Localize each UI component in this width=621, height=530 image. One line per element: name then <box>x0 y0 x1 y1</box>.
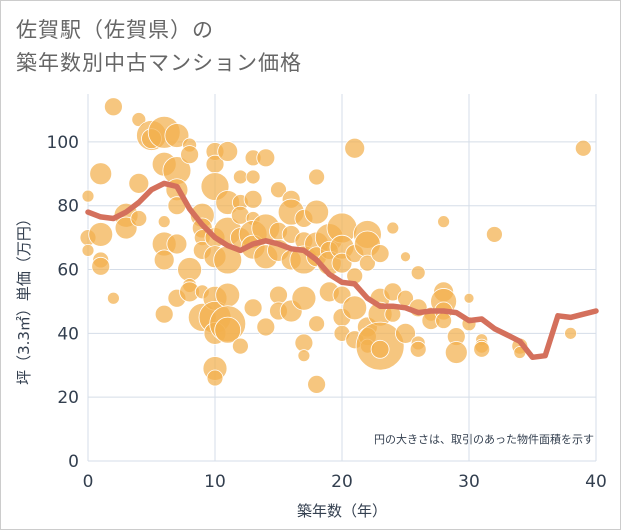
bubble-point <box>154 304 174 324</box>
bubble-point <box>217 141 239 162</box>
bubble-point <box>245 169 261 185</box>
bubble-point <box>435 312 453 329</box>
bubble-point <box>370 244 390 263</box>
bubble-point <box>307 375 327 394</box>
bubble-point <box>243 298 263 318</box>
bubble-point <box>81 189 95 203</box>
bubble-point <box>180 145 200 165</box>
chart-title-line2: 築年数別中古マンション価格 <box>16 51 302 75</box>
bubble-point <box>463 292 475 304</box>
bubble-point <box>81 243 95 257</box>
bubble-point <box>131 112 147 127</box>
chart-title: 佐賀駅（佐賀県）の 築年数別中古マンション価格 <box>16 14 302 80</box>
bubble-point <box>130 210 148 227</box>
bubble-point <box>88 222 114 247</box>
bubble-point <box>344 137 366 159</box>
y-tick-label: 80 <box>57 197 79 217</box>
bubble-point <box>256 317 276 337</box>
y-tick-label: 60 <box>57 261 79 281</box>
y-tick-label: 100 <box>47 133 79 153</box>
bubble-point <box>358 254 376 272</box>
average-price-line <box>85 180 599 361</box>
y-axis-title: 坪（3.3㎡）単価（万円） <box>15 211 33 385</box>
x-axis-ticks: 0 10 20 30 40 <box>83 472 607 492</box>
y-tick-label: 40 <box>57 324 79 344</box>
bubble-point <box>297 349 311 363</box>
bubble-point <box>269 285 288 305</box>
bubble-point <box>308 168 326 186</box>
bubble-point <box>342 295 368 321</box>
bubble-point <box>291 285 317 311</box>
bubble-point <box>485 226 503 243</box>
bubble-point <box>409 340 427 358</box>
bubble-point <box>574 139 592 157</box>
bubble-point <box>243 189 263 209</box>
bubble-point <box>89 162 113 186</box>
x-tick-label: 40 <box>585 472 607 492</box>
bubble-point <box>294 333 314 353</box>
bubble-point <box>107 291 120 305</box>
y-axis-ticks: 0 20 40 60 80 100 <box>47 133 79 472</box>
bubble-point <box>91 256 111 276</box>
y-tick-label: 20 <box>57 388 79 408</box>
x-axis-title: 築年数（年） <box>297 502 387 520</box>
y-tick-label: 0 <box>68 452 79 472</box>
bubble-point <box>153 249 175 271</box>
bubble-point <box>410 265 426 281</box>
bubble-point <box>166 233 188 255</box>
bubble-point <box>214 316 242 344</box>
bubble-point <box>270 181 287 199</box>
bubble-point <box>473 340 491 358</box>
bubble-point <box>400 251 411 263</box>
bubble-point <box>370 339 390 359</box>
x-tick-label: 30 <box>458 472 480 492</box>
bubble-point <box>308 315 326 333</box>
bubble-point <box>177 257 203 282</box>
bubble-point <box>256 148 276 168</box>
x-tick-label: 20 <box>331 472 353 492</box>
bubble-point <box>231 337 249 355</box>
bubble-point <box>128 172 150 194</box>
x-tick-label: 0 <box>83 472 94 492</box>
bubble-point <box>157 215 171 229</box>
bubble-point <box>437 215 451 229</box>
bubble-point <box>104 97 123 117</box>
chart-title-line1: 佐賀駅（佐賀県）の <box>16 18 214 42</box>
bubble-size-note: 円の大きさは、取引のあった物件面積を示す <box>374 432 594 446</box>
bubble-point <box>304 199 330 225</box>
bubble-point <box>564 326 577 340</box>
bubble-series <box>79 97 592 394</box>
bubble-point <box>386 221 400 235</box>
bubble-point <box>444 341 468 364</box>
x-tick-label: 10 <box>204 472 226 492</box>
bubble-point <box>232 169 248 185</box>
bubble-point <box>215 282 241 308</box>
bubble-point <box>164 123 190 148</box>
bubble-point <box>206 369 224 387</box>
bubble-point <box>395 322 416 344</box>
